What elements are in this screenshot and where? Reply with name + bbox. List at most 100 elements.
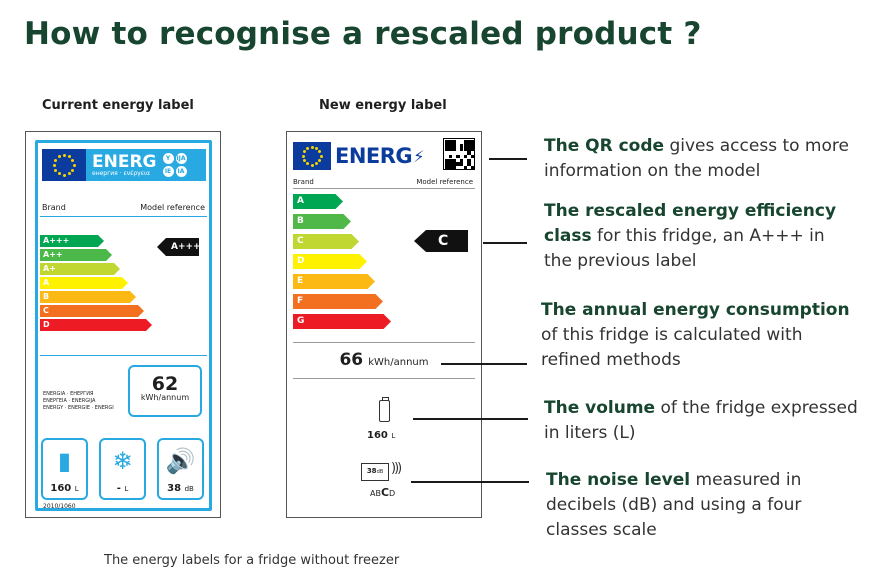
desc-efficiency: The rescaled energy efficiency class for… [544,199,844,274]
current-noise: 38 dB [159,483,202,494]
eu-flag-icon [42,149,86,181]
new-consumption-value: 66 [339,350,364,370]
qr-finder-icon [445,158,457,170]
qr-module-icon [456,154,460,159]
efficiency-class-arrow: A+ [40,263,120,275]
flag-star-icon [57,172,61,176]
efficiency-class-arrow: E [293,274,375,289]
qr-module-icon [470,165,475,170]
snowflake-icon: ❄ [112,447,133,475]
current-label-frame: ENERG енергия · ενέργεια Y IJA IE IA Bra… [35,140,212,511]
noise-class-scale: ABCD [370,486,395,499]
divider [293,378,475,379]
connector-efficiency [483,242,527,244]
efficiency-class-arrow: F [293,294,383,309]
qr-module-icon [463,165,467,170]
language-line: ΕΝΕΡΓΕΙΑ · ENERGIJA [43,398,96,404]
desc-qr-bold: The QR code [544,136,665,156]
qr-module-icon [459,158,464,162]
desc-consumption-bold: The annual energy consumption [541,300,850,320]
current-energ-logo: ENERG енергия · ενέργεια [92,153,157,177]
flag-star-icon [319,154,323,158]
new-noise-value: 38 [366,467,377,475]
current-class-badge: A+++ [157,238,199,256]
flag-star-icon [71,168,75,172]
desc-consumption: The annual energy consumption of this fr… [541,298,861,373]
efficiency-class-arrow: A++ [40,249,112,261]
desc-noise-bold: The noise level [546,470,691,490]
flag-star-icon [71,158,75,162]
speaker-icon: 🔊 [165,447,196,475]
connector-qr [489,158,527,160]
connector-consumption [441,363,527,365]
sound-waves-icon: ))) [391,461,402,476]
bottle-icon [379,397,390,422]
new-class-badge: C [414,230,468,252]
current-consumption-value: 62 [151,373,179,395]
current-regulation: 2010/1060 [43,503,76,510]
desc-volume-text: of the fridge expressed in liters (L) [544,398,858,443]
flag-star-icon [318,150,322,153]
desc-noise-text: measured in decibels (dB) and using a fo… [546,470,802,540]
qr-module-icon [470,154,475,159]
qr-module-icon [459,147,464,151]
new-noise-unit: dB [376,469,384,475]
current-volume: 160 L [43,483,86,494]
flag-star-icon [72,163,76,167]
flag-star-icon [310,145,314,149]
desc-efficiency-text: for this fridge, an A+++ in the previous… [544,226,825,271]
desc-qr-text: gives access to more information on the … [544,136,849,181]
language-circle: IE [162,166,174,177]
desc-noise: The noise level measured in decibels (dB… [546,468,826,543]
efficiency-class-arrow: G [293,314,391,329]
noise-speaker-icon: 38dB [361,463,389,481]
current-label-heading: Current energy label [42,98,194,113]
qr-module-icon [467,151,471,155]
current-freezer-box: ❄ - L [99,438,146,500]
current-noise-box: 🔊 38 dB [157,438,204,500]
new-consumption-unit: kWh/annum [368,357,429,368]
efficiency-class-arrow: A [40,277,128,289]
divider [293,342,475,343]
qr-finder-icon [445,140,457,152]
language-circle: Y [162,153,174,164]
efficiency-class-arrow: A+++ [40,235,104,247]
efficiency-class-arrow: B [293,214,351,229]
current-volume-value: 160 [50,483,72,494]
flag-star-icon [53,158,57,162]
qr-module-icon [463,154,467,159]
flag-star-icon [62,173,66,177]
flag-star-icon [315,162,318,166]
current-energ-subtitle: енергия · ενέργεια [92,169,150,177]
current-freezer-unit: L [124,485,129,493]
efficiency-class-arrow: D [40,319,152,331]
desc-consumption-text: of this fridge is calculated with refine… [541,325,803,370]
current-language-words: ENERGIA · ЕНЕРГИЯ ΕΝΕΡΓΕΙΑ · ENERGIJA EN… [43,391,114,412]
current-label-header: ENERG енергия · ενέργεια Y IJA IE IA [42,149,206,181]
current-noise-value: 38 [167,483,182,494]
qr-module-icon [467,162,471,166]
connector-noise [411,481,529,483]
new-model-reference: Model reference [416,178,473,186]
flag-star-icon [52,163,56,167]
qr-code-icon [443,138,475,170]
qr-finder-icon [463,140,475,152]
flag-star-icon [67,172,71,176]
new-consumption: 66 kWh/annum [287,350,481,370]
efficiency-class-arrow: C [40,305,144,317]
flag-star-icon [57,154,61,158]
connector-volume [413,418,528,420]
flag-star-icon [301,154,305,158]
language-circle: IJA [175,153,187,164]
new-label-heading: New energy label [319,98,447,113]
flag-star-icon [306,162,309,166]
qr-module-icon [456,162,460,166]
lightning-icon: ⚡ [413,146,425,166]
current-noise-unit: dB [184,485,194,493]
language-line: ENERGY · ENERGIE · ENERGI [43,405,114,411]
efficiency-class-arrow: A [293,194,343,209]
current-consumption-box: 62 kWh/annum [128,365,202,417]
noise-scale-pre: AB [370,489,381,498]
current-model-reference: Model reference [140,203,205,212]
